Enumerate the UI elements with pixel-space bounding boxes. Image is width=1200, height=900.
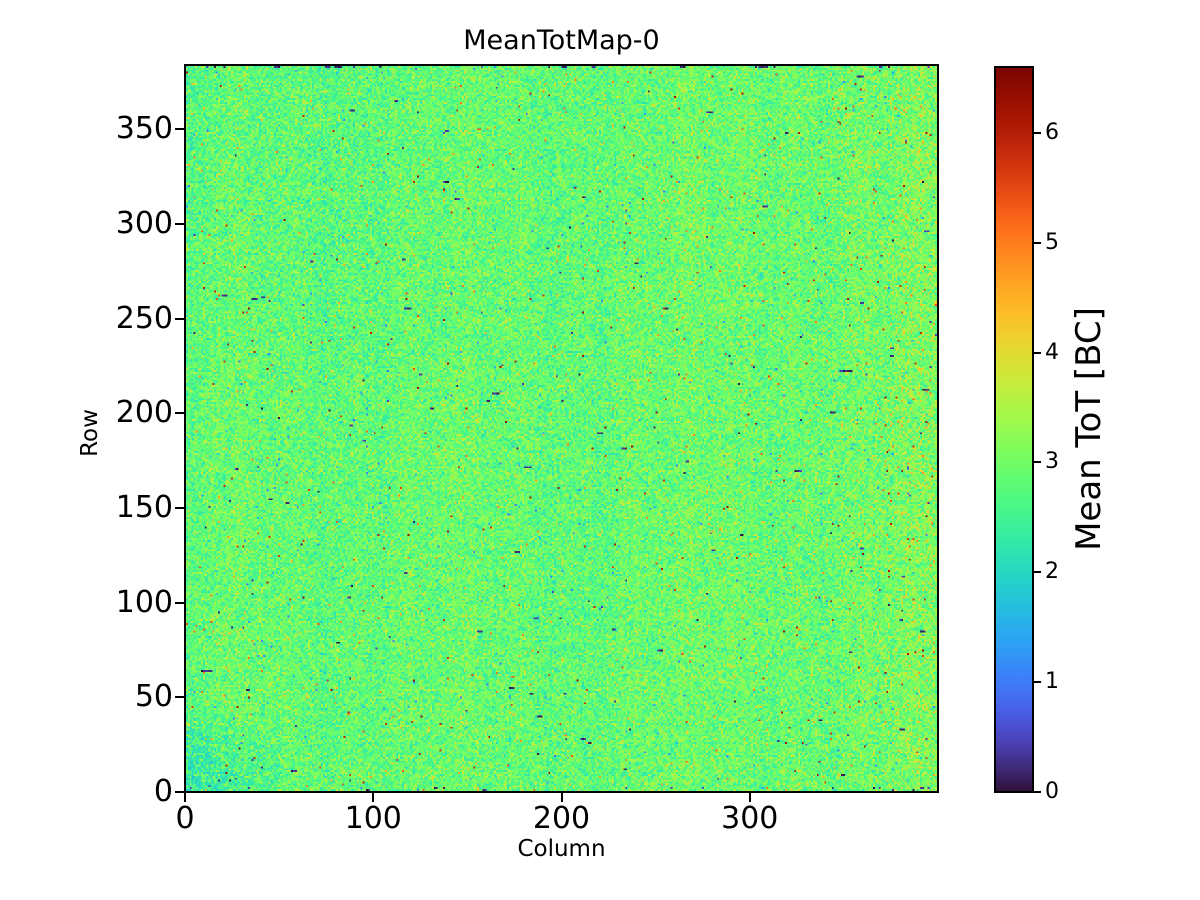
x-tick-label: 0: [175, 801, 195, 836]
y-tick-mark: [175, 412, 185, 415]
x-tick-mark: [560, 792, 563, 802]
colorbar-tick-label: 6: [1045, 119, 1059, 145]
colorbar-tick-mark: [1033, 681, 1041, 684]
colorbar-tick-label: 3: [1045, 449, 1059, 475]
y-axis-label: Row: [77, 409, 103, 457]
y-tick-label: 100: [115, 584, 173, 620]
colorbar-tick-label: 2: [1045, 559, 1059, 585]
heatmap-canvas: [186, 66, 937, 791]
colorbar-tick-label: 1: [1045, 669, 1059, 695]
colorbar-tick-mark: [1033, 791, 1041, 793]
x-tick-label: 300: [721, 801, 779, 836]
colorbar-label: Mean ToT [BC]: [1069, 307, 1109, 551]
y-tick-mark: [175, 791, 185, 793]
y-tick-label: 200: [115, 395, 173, 431]
x-tick-label: 200: [532, 801, 591, 836]
colorbar-tick-mark: [1033, 131, 1041, 134]
y-tick-mark: [175, 317, 185, 320]
colorbar-tick-mark: [1033, 461, 1041, 464]
y-tick-mark: [175, 507, 185, 510]
x-tick-mark: [372, 792, 375, 802]
colorbar-gradient: [996, 68, 1032, 791]
y-tick-label: 350: [115, 111, 173, 147]
colorbar: [994, 66, 1034, 793]
y-tick-mark: [175, 696, 185, 699]
x-tick-mark: [184, 792, 186, 802]
y-tick-label: 150: [115, 490, 173, 526]
y-tick-mark: [175, 223, 185, 226]
colorbar-tick-label: 5: [1045, 229, 1059, 255]
plot-area: [184, 64, 939, 793]
y-tick-label: 0: [153, 774, 173, 809]
colorbar-tick-label: 4: [1045, 339, 1059, 365]
y-tick-mark: [175, 128, 185, 131]
y-tick-mark: [175, 601, 185, 604]
colorbar-tick-mark: [1033, 571, 1041, 574]
y-tick-label: 300: [115, 206, 173, 242]
plot-title: MeanTotMap-0: [463, 25, 660, 56]
colorbar-tick-mark: [1033, 241, 1041, 244]
x-axis-label: Column: [517, 836, 606, 862]
x-tick-mark: [748, 792, 751, 802]
colorbar-tick-mark: [1033, 351, 1041, 354]
x-tick-label: 100: [344, 801, 402, 836]
y-tick-label: 250: [115, 300, 173, 336]
y-tick-label: 50: [134, 679, 173, 715]
colorbar-tick-label: 0: [1045, 779, 1059, 804]
